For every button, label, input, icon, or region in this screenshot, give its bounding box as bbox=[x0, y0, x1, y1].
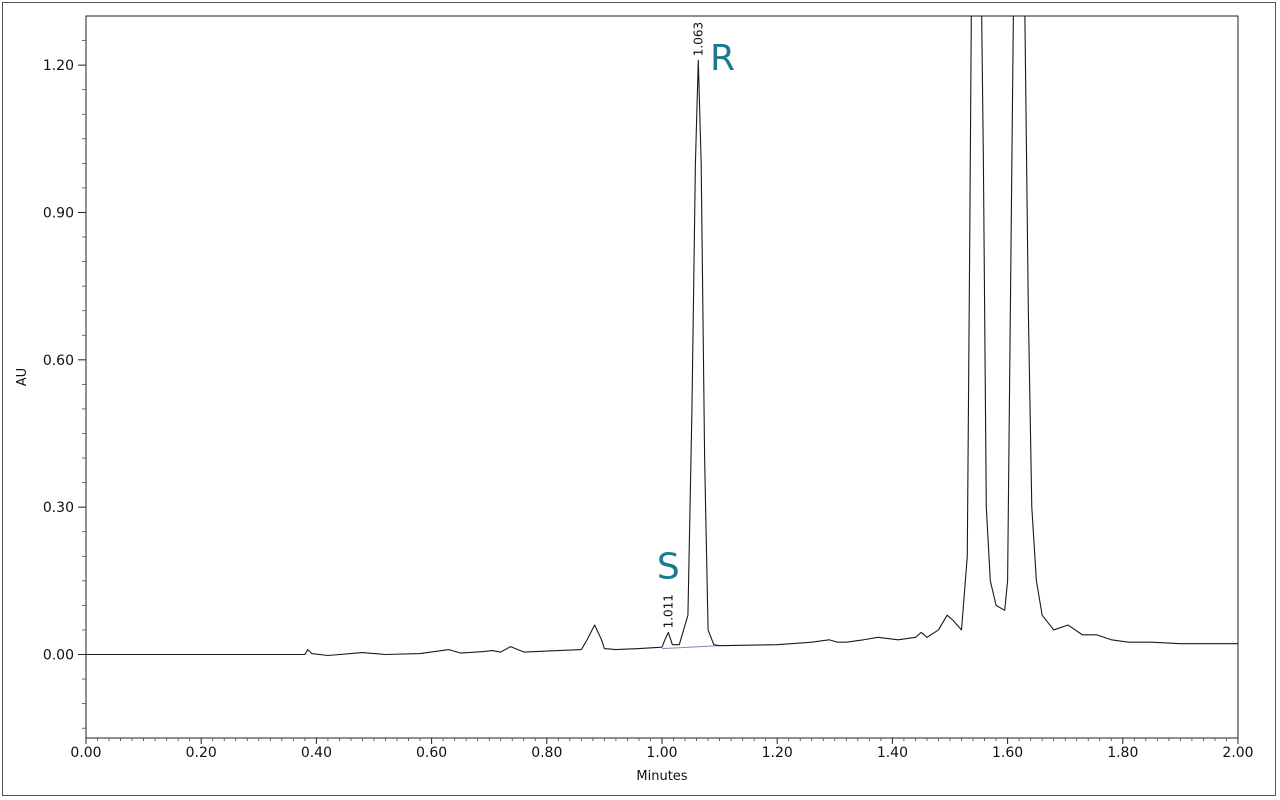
y-tick-label: 1.20 bbox=[43, 58, 74, 74]
peak-retention-label: 1.011 bbox=[661, 594, 675, 628]
minor-ticks bbox=[82, 40, 1227, 741]
y-axis-title: AU bbox=[15, 368, 30, 386]
enantiomer-label-s: S bbox=[657, 546, 680, 587]
x-tick-label: 1.40 bbox=[877, 745, 908, 761]
x-axis-ticks: 0.00 0.20 0.40 0.60 0.80 1.00 1.20 1.40 1.60 1.80… bbox=[70, 738, 1254, 761]
y-tick-label: 0.00 bbox=[43, 648, 74, 664]
y-tick-label: 0.30 bbox=[43, 500, 74, 516]
integration-baseline bbox=[661, 645, 720, 650]
y-tick-label: 0.60 bbox=[43, 353, 74, 369]
x-tick-label: 2.00 bbox=[1222, 745, 1253, 761]
x-tick-label: 0.60 bbox=[416, 745, 447, 761]
y-tick-label: 0.90 bbox=[43, 205, 74, 221]
x-tick-label: 0.20 bbox=[186, 745, 217, 761]
x-tick-label: 1.60 bbox=[992, 745, 1023, 761]
plot-area bbox=[85, 15, 1239, 739]
peak-labels: 1.011 1.063 bbox=[661, 22, 705, 629]
x-axis-title: Minutes bbox=[636, 769, 687, 784]
series-group bbox=[86, 15, 1238, 657]
enantiomer-label-r: R bbox=[710, 38, 735, 79]
x-tick-label: 0.80 bbox=[531, 745, 562, 761]
x-tick-label: 1.80 bbox=[1107, 745, 1138, 761]
x-tick-label: 1.00 bbox=[646, 745, 677, 761]
x-tick-label: 1.20 bbox=[762, 745, 793, 761]
enantiomer-labels: SR bbox=[657, 38, 735, 587]
chromatogram-trace bbox=[86, 15, 1238, 657]
y-axis-ticks: 0.00 0.30 0.60 0.90 1.20 bbox=[43, 58, 86, 664]
x-tick-label: 0.40 bbox=[301, 745, 332, 761]
x-tick-label: 0.00 bbox=[70, 745, 101, 761]
peak-retention-label: 1.063 bbox=[691, 22, 705, 56]
